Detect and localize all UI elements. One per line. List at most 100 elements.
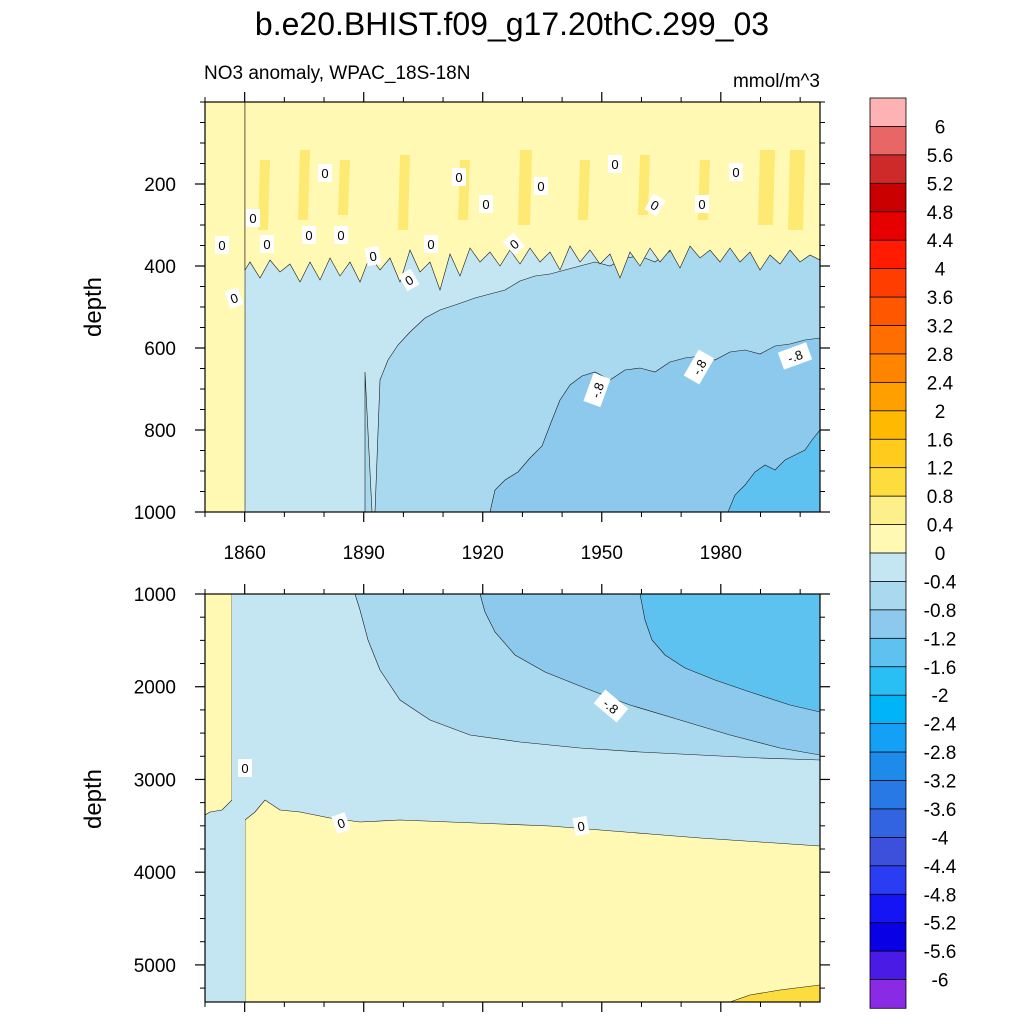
colorbar-swatch bbox=[869, 979, 907, 1009]
colorbar-swatch bbox=[869, 666, 907, 696]
contour-label-text: 0 bbox=[263, 237, 270, 252]
contour-label: 0 bbox=[452, 168, 466, 186]
colorbar-label: 4 bbox=[935, 260, 946, 281]
contour-label: 0 bbox=[224, 287, 244, 309]
colorbar-label: -3.2 bbox=[924, 772, 957, 793]
upper-field-minus12 bbox=[489, 337, 820, 512]
x-tick-label: 1920 bbox=[462, 543, 504, 564]
contour-label-bg bbox=[238, 759, 252, 777]
contour-label-text: -.8 bbox=[588, 380, 607, 399]
contour-label-bg bbox=[260, 235, 274, 253]
lower-y-axis-label: depth bbox=[80, 769, 107, 829]
contour-label-text: 0 bbox=[337, 228, 344, 243]
colorbar-swatch bbox=[869, 97, 907, 128]
contour-label-text: -.8 bbox=[600, 696, 621, 717]
contour-label-bg bbox=[398, 268, 420, 292]
contour-label-bg bbox=[572, 815, 590, 837]
contour-label: 0 bbox=[318, 164, 332, 182]
upper-y-axis-label: depth bbox=[80, 277, 107, 337]
colorbar-label: 0.8 bbox=[927, 487, 953, 508]
lower-panel: -.8 0 0 0 1000 2000 3000 4000 5000 depth bbox=[80, 584, 830, 1012]
contour-label-bg bbox=[246, 209, 260, 227]
colorbar-label: -2.4 bbox=[924, 715, 957, 736]
contour-label: 0 bbox=[479, 195, 493, 213]
colorbar-label: 3.2 bbox=[927, 317, 953, 338]
contour-label: -.8 bbox=[583, 372, 611, 408]
colorbar-swatch bbox=[869, 723, 907, 753]
colorbar-swatch bbox=[869, 637, 907, 668]
contour-label-bg bbox=[644, 193, 666, 217]
colorbar-swatch bbox=[869, 268, 907, 298]
colorbar-swatch bbox=[869, 239, 907, 270]
y-tick-label: 1000 bbox=[134, 503, 176, 524]
contour-label-bg bbox=[302, 226, 316, 244]
colorbar-swatch bbox=[869, 893, 907, 924]
contour-label-bg bbox=[364, 245, 382, 267]
x-tick-label: 1980 bbox=[700, 543, 742, 564]
y-tick-label: 1000 bbox=[134, 585, 176, 606]
lower-frame bbox=[204, 593, 821, 1003]
colorbar-label: -1.6 bbox=[924, 658, 957, 679]
colorbar: 6 5.6 5.2 4.8 4.4 4 3.6 3.2 2.8 2.4 2 1.6 1.2 0.8 0.4 0… bbox=[869, 97, 957, 1009]
contour-label: 0 bbox=[572, 815, 590, 837]
upper-field-early-positive bbox=[205, 102, 245, 512]
contour-label: -.8 bbox=[777, 342, 813, 370]
x-tick-label: 1950 bbox=[581, 543, 623, 564]
contour-label: 0 bbox=[424, 235, 438, 253]
contour-label-text: 0 bbox=[576, 818, 586, 834]
colorbar-swatch bbox=[869, 495, 907, 526]
upper-plot-area bbox=[205, 102, 820, 512]
contour-label: 0 bbox=[364, 245, 382, 267]
contour-label: -.8 bbox=[593, 689, 629, 723]
lower-field-minus16 bbox=[639, 594, 820, 713]
contour-label-bg bbox=[318, 164, 332, 182]
colorbar-label: -3.6 bbox=[924, 800, 957, 821]
colorbar-label: -5.6 bbox=[924, 942, 957, 963]
contour-label: 0 bbox=[238, 759, 252, 777]
contour-label-text: 0 bbox=[218, 238, 225, 253]
colorbar-label: -5.2 bbox=[924, 914, 957, 935]
colorbar-swatch bbox=[869, 154, 907, 185]
contour-label: 0 bbox=[215, 236, 229, 254]
y-tick-label: 600 bbox=[144, 339, 176, 360]
contour-label-text: 0 bbox=[305, 228, 312, 243]
colorbar-swatch bbox=[869, 922, 907, 952]
contour-label: 0 bbox=[534, 177, 548, 195]
colorbar-label: -4.8 bbox=[924, 885, 957, 906]
lower-field-early-positive bbox=[205, 594, 233, 816]
contour-label-text: 0 bbox=[368, 248, 378, 264]
colorbar-swatch bbox=[869, 524, 907, 554]
colorbar-swatch bbox=[869, 182, 907, 213]
contour-label: 0 bbox=[502, 232, 526, 256]
contour-label-bg bbox=[608, 155, 622, 173]
colorbar-label: 6 bbox=[935, 117, 946, 138]
contour-label: 0 bbox=[644, 193, 666, 217]
y-tick-label: 2000 bbox=[134, 678, 176, 699]
colorbar-swatch bbox=[869, 296, 907, 327]
colorbar-swatch bbox=[869, 836, 907, 867]
units-label: mmol/m^3 bbox=[733, 71, 820, 92]
contour-label-text: 0 bbox=[228, 290, 240, 307]
contour-label-bg bbox=[215, 236, 229, 254]
contour-label-text: 0 bbox=[732, 165, 739, 180]
contour-label-bg bbox=[695, 195, 709, 213]
contour-label-bg bbox=[224, 287, 244, 309]
contour-label-bg bbox=[593, 689, 629, 723]
contour-label: 0 bbox=[695, 195, 709, 213]
colorbar-label: 2.8 bbox=[927, 345, 953, 366]
colorbar-swatches bbox=[869, 97, 907, 1009]
contour-label-text: 0 bbox=[241, 761, 248, 776]
colorbar-swatch bbox=[869, 609, 907, 640]
contour-label-bg bbox=[424, 235, 438, 253]
colorbar-swatch bbox=[869, 780, 907, 810]
contour-label-text: 0 bbox=[335, 815, 347, 832]
contour-label: 0 bbox=[331, 812, 351, 834]
contour-label-text: 0 bbox=[321, 166, 328, 181]
colorbar-swatch bbox=[869, 808, 907, 839]
colorbar-swatch bbox=[869, 325, 907, 355]
colorbar-swatch bbox=[869, 381, 907, 412]
contour-label-text: -.8 bbox=[785, 347, 804, 366]
colorbar-label: 1.2 bbox=[927, 459, 953, 480]
x-tick-label: 1890 bbox=[343, 543, 385, 564]
lower-field-deep-positive bbox=[244, 799, 820, 1002]
